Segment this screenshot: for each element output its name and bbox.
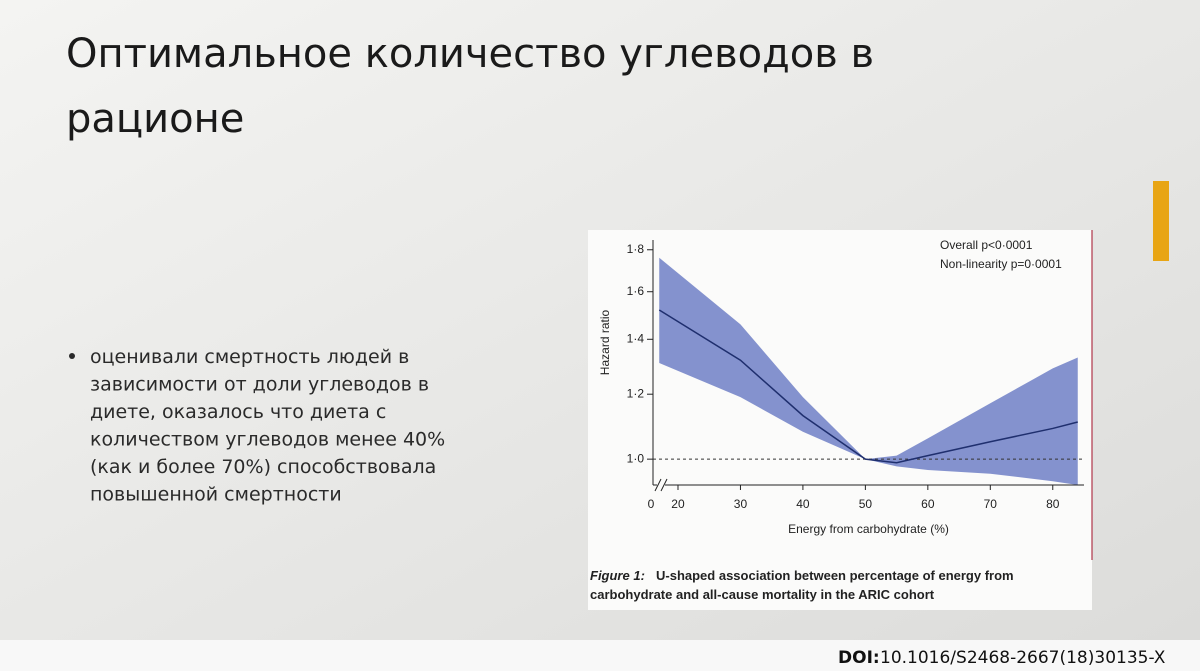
x-tick-label: 50	[859, 497, 873, 511]
y-tick-label: 1·2	[627, 386, 645, 400]
axis-break	[660, 478, 668, 492]
x-tick-label: 40	[796, 497, 810, 511]
y-tick-label: 1·4	[627, 331, 645, 345]
bullet-text: диете, оказалось что диета с	[90, 401, 386, 423]
y-tick-label: 1·0	[627, 451, 645, 465]
x-tick-label: 30	[734, 497, 748, 511]
x-axis-label: Energy from carbohydrate (%)	[788, 522, 949, 536]
caption-text: U-shaped association between percentage …	[656, 568, 1014, 583]
y-axis-label: Hazard ratio	[598, 310, 612, 376]
footer-band	[0, 640, 1200, 671]
x-tick-label: 70	[984, 497, 998, 511]
accent-bar	[1153, 181, 1169, 261]
bullet-text: повышенной смертности	[90, 484, 342, 506]
x-tick-label: 60	[921, 497, 935, 511]
hazard-line	[658, 309, 1078, 464]
x-tick-label: 20	[671, 497, 685, 511]
slide-title: Оптимальное количество углеводов в	[66, 31, 874, 77]
bullet-text: оценивали смертность людей в	[90, 346, 409, 368]
bullet-text: количеством углеводов менее 40%	[90, 429, 445, 451]
annotation: Overall p<0·0001	[940, 238, 1033, 252]
caption-label: Figure 1:	[590, 568, 645, 583]
x-break-label: 0	[648, 497, 655, 511]
x-tick-label: 80	[1046, 497, 1060, 511]
chart: 0 1·0 1·2 1·4 1·6 1·8 20 30 40 50 60 70 80 Energy fro…	[590, 238, 1084, 602]
bullet-text: зависимости от доли углеводов в	[90, 374, 429, 396]
bullet-dot	[69, 353, 75, 359]
axis-break	[654, 478, 662, 492]
doi: 10.1016/S2468-2667(18)30135-X	[880, 648, 1166, 668]
bullet-list: оценивали смертность людей в зависимости …	[69, 346, 445, 506]
doi-label: DOI:	[838, 648, 880, 668]
y-tick-label: 1·6	[627, 284, 645, 298]
annotation: Non-linearity p=0·0001	[940, 257, 1062, 271]
slide-title: рационе	[66, 96, 244, 142]
y-tick-label: 1·8	[627, 242, 645, 256]
bullet-text: (как и более 70%) способствовала	[90, 456, 436, 478]
caption-text: carbohydrate and all-cause mortality in …	[590, 587, 935, 602]
confidence-band	[659, 257, 1078, 485]
